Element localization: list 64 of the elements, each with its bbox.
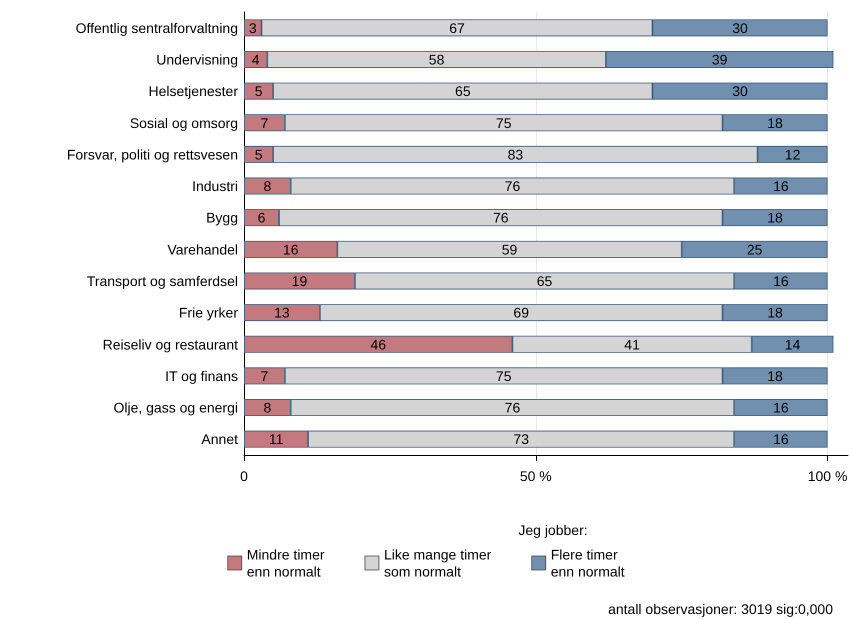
y-tick-label: IT og finans (165, 368, 238, 384)
data-label: 83 (508, 146, 524, 162)
data-label: 8 (263, 400, 272, 416)
data-label: 67 (449, 20, 465, 36)
data-label: 8 (263, 178, 272, 194)
data-label: 19 (292, 272, 308, 289)
y-tick-label: Industri (192, 178, 238, 194)
data-label: 18 (767, 114, 784, 131)
data-label: 46 (370, 336, 386, 352)
y-tick-label: Offentlig sentralforvaltning (76, 20, 238, 36)
y-tick-label: Sosial og omsorg (130, 114, 238, 131)
x-tick-label: 100 % (808, 468, 848, 484)
data-label: 16 (773, 400, 789, 416)
y-tick-label: Reiseliv og restaurant (102, 336, 238, 352)
data-label: 16 (773, 178, 789, 194)
data-label: 18 (767, 210, 784, 226)
data-label: 13 (274, 304, 290, 321)
y-tick-label: Undervisning (156, 51, 238, 68)
y-tick-label: Olje, gass og energi (113, 400, 238, 416)
y-tick-label: Bygg (206, 210, 238, 226)
data-label: 30 (732, 83, 748, 100)
data-label: 14 (784, 336, 801, 352)
data-label: 75 (496, 368, 512, 384)
data-label: 18 (767, 304, 784, 321)
data-label: 39 (712, 51, 728, 68)
data-label: 65 (536, 272, 553, 289)
data-label: 12 (784, 146, 801, 162)
data-label: 25 (746, 241, 763, 258)
data-label: 73 (513, 431, 530, 448)
y-tick-label: Helsetjenester (148, 83, 238, 100)
data-label: 3 (248, 20, 257, 36)
y-tick-label: Transport og samferdsel (86, 272, 238, 289)
legend-label: Flere timer enn normalt (550, 546, 625, 580)
data-label: 58 (428, 51, 445, 68)
data-label: 76 (492, 210, 509, 226)
data-label: 59 (502, 241, 518, 258)
data-label: 11 (268, 431, 284, 448)
data-label: 6 (258, 210, 266, 226)
data-label: 16 (773, 272, 789, 289)
y-tick-label: Varehandel (167, 241, 238, 258)
legend-title: Jeg jobber: (518, 522, 588, 538)
data-label: 7 (260, 114, 269, 131)
data-label: 75 (496, 114, 512, 131)
data-label: 5 (254, 146, 263, 162)
y-tick-label: Forsvar, politi og rettsvesen (66, 146, 238, 162)
legend-label: Mindre timer enn normalt (246, 546, 325, 580)
data-label: 41 (624, 336, 640, 352)
legend-label: Like mange timer som normalt (384, 546, 492, 580)
data-label: 16 (282, 241, 299, 258)
data-label: 7 (260, 368, 269, 384)
data-label: 5 (254, 83, 263, 100)
y-tick-label: Annet (201, 431, 238, 448)
data-label: 16 (773, 431, 789, 448)
data-label: 4 (252, 51, 260, 68)
x-tick-label: 0 (240, 468, 248, 484)
y-tick-label: Frie yrker (178, 304, 238, 321)
x-tick-label: 50 % (520, 468, 552, 484)
data-label: 76 (504, 400, 520, 416)
data-label: 18 (767, 368, 784, 384)
text: antall observasjoner: 3019 sig:0,000 (608, 601, 834, 617)
data-label: 69 (513, 304, 530, 321)
data-label: 76 (504, 178, 520, 194)
data-label: 30 (732, 20, 748, 36)
data-label: 65 (455, 83, 471, 100)
